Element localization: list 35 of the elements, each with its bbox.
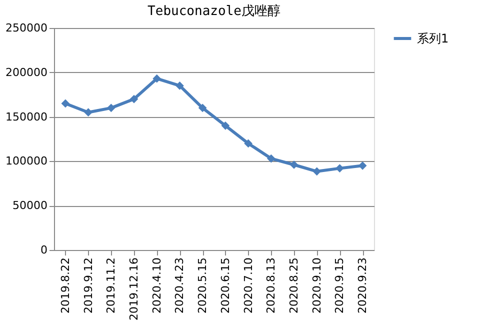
x-tick-label: 2020.8.25 [288,258,300,314]
point [312,167,322,176]
x-tick-label: 2020.4.10 [150,258,164,314]
point [61,99,70,108]
point [106,104,116,112]
x-tick-label: 2020.9.10 [310,258,324,314]
y-tick-label: 0 [40,244,48,256]
x-tick-label: 2019.8.22 [58,258,72,314]
y-tick-label: 250000 [6,22,48,34]
x-tick-label: 2020.7.10 [242,258,255,314]
x-tick-label: 2019.11.2 [104,258,118,314]
point [176,82,184,90]
x-tick-label: 2019.12.16 [128,258,140,320]
x-tick-label: 2020.8.13 [264,258,278,314]
point [336,164,344,172]
y-tick-label: 50000 [12,199,48,212]
point [290,160,298,169]
chart-title: Tebuconazole戊唑醇 [148,4,280,19]
x-tick-label: 2020.6.15 [218,258,232,314]
y-tick-label: 200000 [6,66,48,79]
point [84,108,92,117]
x-tick-label: 2020.4.23 [173,258,186,314]
y-tick-label: 100000 [6,154,48,168]
x-tick-label: 2020.9.23 [356,258,370,314]
y-tick-label: 150000 [6,110,48,124]
legend-label: 系列1 [417,32,449,46]
x-tick-label: 2020.9.15 [333,258,346,314]
point [130,94,138,104]
point [266,154,276,163]
x-tick-label: 2020.5.15 [196,258,210,314]
point [221,121,230,130]
point [244,139,252,148]
x-tick-label: 2019.9.12 [82,258,95,314]
point [152,74,162,83]
point [198,104,207,112]
